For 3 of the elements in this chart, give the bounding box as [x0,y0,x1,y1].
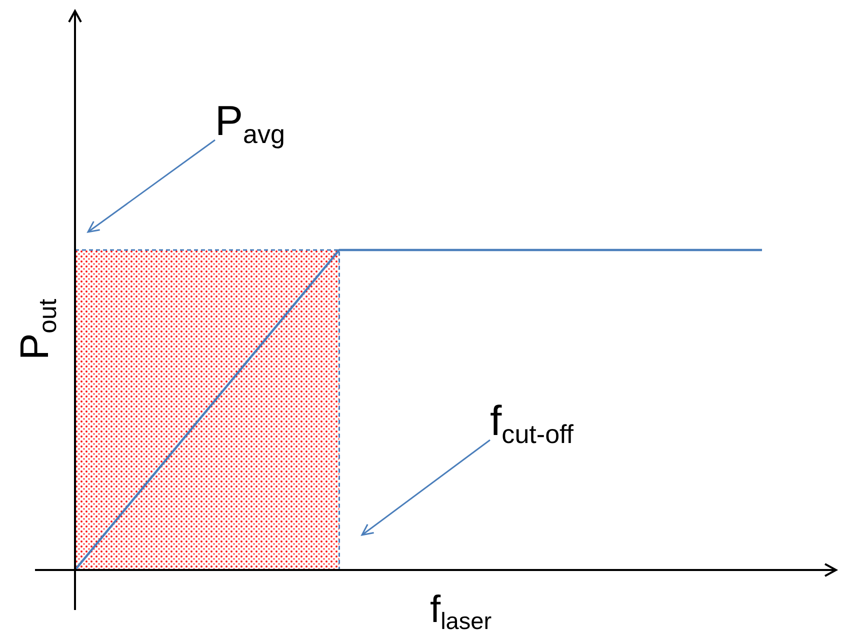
text: P$_{avg}$ [215,97,285,149]
x-axis-title: f$_{laser}$ [430,589,492,634]
annotation: f$_{cut-off}$ [490,397,574,449]
